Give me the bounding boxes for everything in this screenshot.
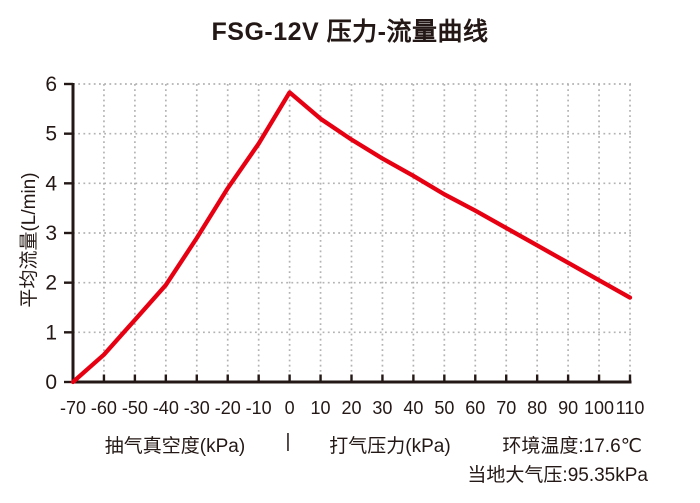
x-tick-label: 30	[372, 398, 392, 418]
x-axis-label-pressure: 打气压力(kPa)	[329, 436, 451, 457]
x-tick-label: 20	[341, 398, 361, 418]
atmospheric-pressure-note: 当地大气压:95.35kPa	[467, 465, 648, 486]
x-tick-label: -30	[184, 398, 210, 418]
x-axis-annotation-row: 抽气真空度(kPa) | 打气压力(kPa) 环境温度:17.6℃	[0, 431, 700, 457]
x-tick-label: -40	[153, 398, 179, 418]
ambient-temperature-note: 环境温度:17.6℃	[502, 436, 642, 457]
x-tick-label: 90	[558, 398, 578, 418]
y-tick-label: 2	[45, 272, 57, 295]
x-axis-label-separator: |	[285, 431, 291, 452]
x-tick-label: 40	[403, 398, 423, 418]
x-tick-label: 80	[527, 398, 547, 418]
y-tick-label: 0	[45, 371, 57, 394]
y-tick-label: 1	[45, 321, 57, 344]
x-tick-label: 110	[616, 398, 645, 418]
x-tick-label: -20	[215, 398, 241, 418]
x-tick-label: -60	[91, 398, 117, 418]
x-tick-label: -10	[246, 398, 272, 418]
flow-curve	[70, 90, 633, 385]
x-tick-label: 70	[496, 398, 516, 418]
x-tick-label: 0	[285, 398, 295, 418]
chart-title: FSG-12V 压力-流量曲线	[211, 18, 489, 46]
y-tick-label: 6	[45, 73, 57, 96]
x-tick-label: 60	[465, 398, 485, 418]
y-tick-label: 5	[45, 123, 57, 146]
x-tick-label: -50	[122, 398, 148, 418]
x-tick-label: -70	[60, 398, 86, 418]
y-tick-label: 3	[45, 222, 57, 245]
x-tick-label: 50	[434, 398, 454, 418]
x-tick-label: 100	[584, 398, 614, 418]
x-axis-label-vacuum: 抽气真空度(kPa)	[104, 436, 246, 457]
y-tick-label: 4	[45, 172, 57, 195]
x-tick-label: 10	[311, 398, 331, 418]
